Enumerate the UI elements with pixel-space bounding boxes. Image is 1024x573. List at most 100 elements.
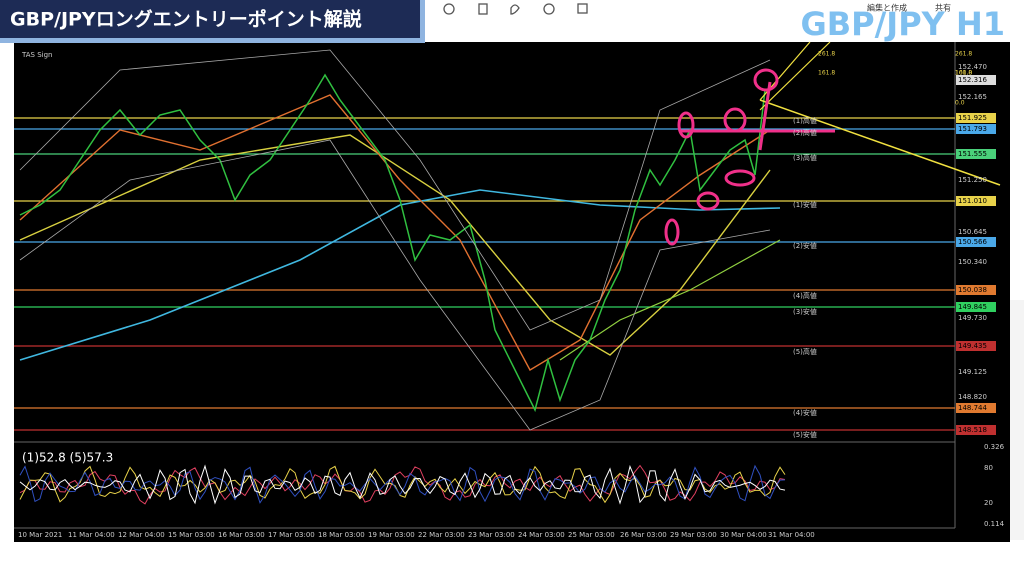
price-axis-label: 149.125 (958, 368, 987, 376)
price-axis-label: 151.925 (958, 114, 987, 122)
price-axis-label: 148.820 (958, 393, 987, 401)
crop-icon (577, 3, 588, 14)
annotation-circle (677, 111, 695, 139)
fib-label: 161.8 (818, 70, 835, 77)
like-icon (510, 4, 520, 15)
date-label: 11 Mar 04:00 (68, 531, 115, 539)
level-label: (5)安値 (793, 430, 817, 439)
price-axis-label: 149.435 (958, 342, 987, 350)
price-label-bg (956, 425, 996, 435)
title-banner (0, 0, 425, 42)
level-label: (3)安値 (793, 307, 817, 316)
price-axis-label: 148.744 (958, 404, 987, 412)
band-upper (19, 49, 771, 331)
price-axis-label: 150.340 (958, 258, 987, 266)
date-label: 25 Mar 03:00 (568, 531, 615, 539)
toolbar-edit[interactable]: 編集と作成 (867, 3, 907, 13)
fib-label: 261.8 (955, 51, 972, 58)
price-label-bg (956, 285, 996, 295)
fib-label: 100.0 (955, 70, 972, 77)
trend-line (759, 41, 831, 111)
date-label: 12 Mar 04:00 (118, 531, 165, 539)
price-axis-label: 151.250 (958, 176, 987, 184)
level-label: (1)安値 (793, 200, 817, 209)
fib-label: 161.8 (955, 70, 972, 77)
banner-border (420, 0, 425, 43)
price-axis-label: 152.165 (958, 93, 987, 101)
price-label-bg (956, 149, 996, 159)
chart-area (14, 42, 1010, 542)
date-label: 26 Mar 03:00 (620, 531, 667, 539)
price-axis-label: 150.566 (958, 238, 987, 246)
date-label: 31 Mar 04:00 (768, 531, 815, 539)
oscillator-axis-label: 0.114 (984, 520, 1005, 528)
symbol-title: GBP/JPY H1 (800, 5, 1005, 43)
annotation-circle (723, 107, 747, 133)
date-label: 30 Mar 04:00 (720, 531, 767, 539)
banner-border (0, 38, 425, 43)
date-label: 15 Mar 03:00 (168, 531, 215, 539)
ma-long (19, 189, 781, 361)
oscillator-readout: (1)52.8 (5)57.3 (22, 451, 113, 465)
date-label: 18 Mar 03:00 (318, 531, 365, 539)
price-axis-label: 148.518 (958, 426, 987, 434)
price-label-bg (956, 196, 996, 206)
price-axis-label: 150.038 (958, 286, 987, 294)
side-toolbar (1010, 300, 1024, 540)
fib-label: 0.0 (955, 100, 965, 107)
trend-line (759, 99, 1001, 186)
ma-short (19, 94, 771, 371)
date-label: 16 Mar 03:00 (218, 531, 265, 539)
annotation-line (758, 81, 772, 151)
price-axis-label: 150.645 (958, 228, 987, 236)
price-label-bg (956, 237, 996, 247)
date-label: 10 Mar 2021 (18, 531, 62, 539)
price-axis-label: 149.730 (958, 314, 987, 322)
fib-label: 261.8 (818, 51, 835, 58)
date-label: 17 Mar 03:00 (268, 531, 315, 539)
date-label: 24 Mar 03:00 (518, 531, 565, 539)
date-label: 29 Mar 03:00 (670, 531, 717, 539)
price-label-bg (956, 302, 996, 312)
banner-title: GBP/JPYロングエントリーポイント解説 (10, 8, 362, 31)
price-label-bg (956, 124, 996, 134)
delete-icon (478, 3, 488, 15)
price-label-bg (956, 75, 996, 85)
annotation-circle (664, 218, 680, 246)
price-axis-label: 149.845 (958, 303, 987, 311)
level-label: (2)安値 (793, 241, 817, 250)
oscillator-axis-label: 80 (984, 464, 993, 472)
level-label: (4)高値 (793, 291, 817, 300)
oscillator-axis-label: 20 (984, 499, 993, 507)
price-axis-label: 151.793 (958, 125, 987, 133)
price-axis-label: 151.010 (958, 197, 987, 205)
price-label-bg (956, 113, 996, 123)
toolbar-share[interactable]: 共有 (935, 3, 951, 13)
price-label-bg (956, 341, 996, 351)
price-label-bg (956, 403, 996, 413)
oscillator-axis-label: 0.326 (984, 443, 1005, 451)
zoom-icon (443, 3, 455, 15)
annotation-circle (696, 191, 720, 211)
rotate-icon (543, 3, 555, 15)
price-axis-label: 152.316 (958, 76, 987, 84)
level-label: (5)高値 (793, 347, 817, 356)
oscillator-line (19, 464, 786, 505)
level-label: (4)安値 (793, 408, 817, 417)
level-label: (1)高値 (793, 116, 817, 125)
date-label: 23 Mar 03:00 (468, 531, 515, 539)
band-lower (19, 139, 771, 431)
date-label: 22 Mar 03:00 (418, 531, 465, 539)
annotation-circle (724, 169, 756, 187)
ma-mid (19, 134, 771, 356)
date-label: 19 Mar 03:00 (368, 531, 415, 539)
price-line (19, 73, 766, 413)
annotation-circle (753, 68, 779, 92)
level-label: (3)高値 (793, 153, 817, 162)
price-axis-label: 151.555 (958, 150, 987, 158)
level-label: (2)高値 (793, 128, 817, 137)
price-axis-label: 152.470 (958, 63, 987, 71)
indicator-name: TAS Sign (21, 51, 52, 59)
